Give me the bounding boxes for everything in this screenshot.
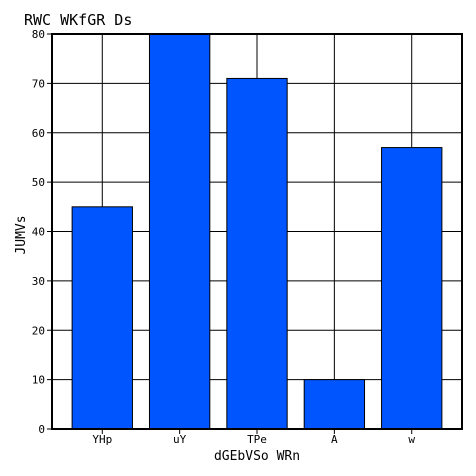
bar-YHp <box>71 206 133 430</box>
y-tick-label: 40 <box>32 226 45 239</box>
y-tick-label: 60 <box>32 127 45 140</box>
bar-uY <box>148 33 211 430</box>
bar-TPe <box>226 77 288 430</box>
plot-frame <box>51 33 463 430</box>
bars <box>71 33 443 430</box>
bar-w <box>381 147 443 430</box>
x-tick-label: uY <box>173 433 187 446</box>
y-tick-label: 50 <box>32 176 45 189</box>
y-tick-label: 10 <box>32 374 45 387</box>
y-tick-label: 0 <box>38 423 45 436</box>
x-tick-label: YHp <box>92 433 112 446</box>
x-tick-label: A <box>331 433 338 446</box>
y-tick-label: 30 <box>32 275 45 288</box>
chart-title: RWC WKfGR Ds <box>24 11 132 29</box>
y-axis-label: JUMVs <box>14 215 29 254</box>
axes <box>47 33 463 434</box>
y-tick-labels: 0 10 20 30 40 50 60 70 80 <box>32 28 45 436</box>
x-axis-label: dGEbVSo WRn <box>214 449 300 464</box>
x-tick-label: w <box>408 433 415 446</box>
y-tick-label: 70 <box>32 77 45 90</box>
y-tick-label: 20 <box>32 324 45 337</box>
y-tick-label: 80 <box>32 28 45 41</box>
bar-A <box>303 379 366 430</box>
x-tick-label: TPe <box>247 433 267 446</box>
